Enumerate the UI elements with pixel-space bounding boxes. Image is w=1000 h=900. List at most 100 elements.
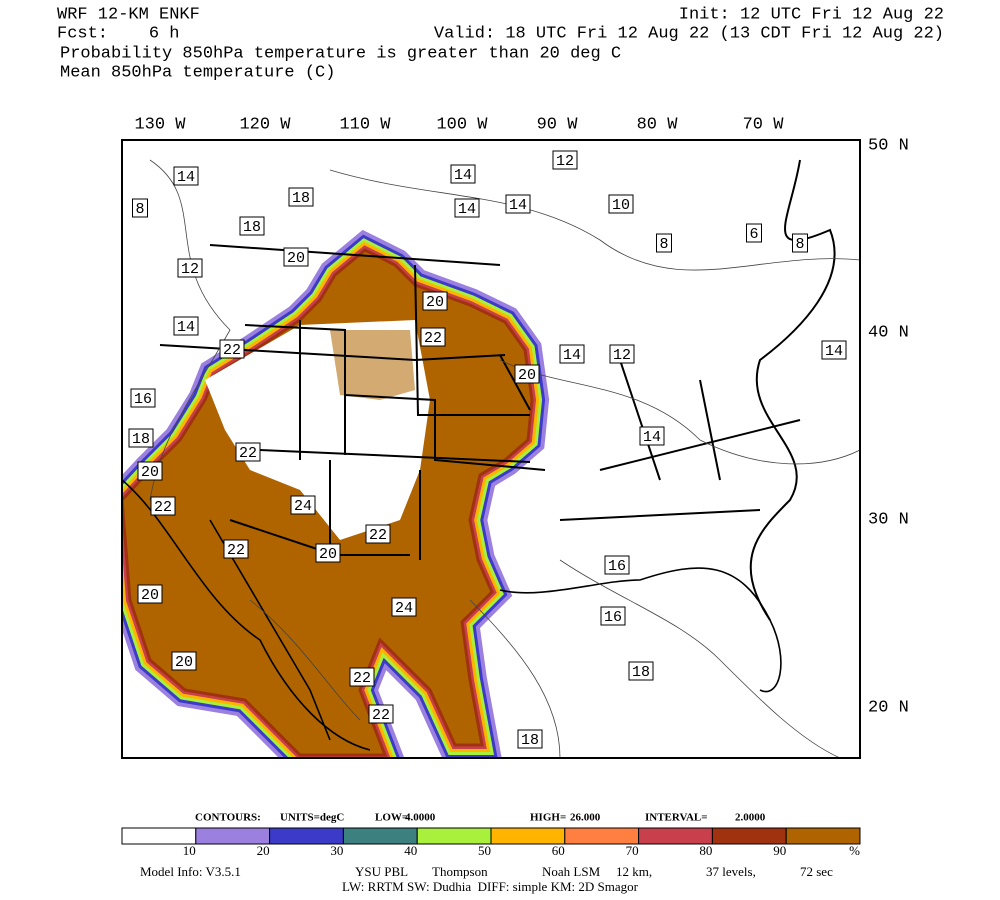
- lat-label: 40 N: [868, 323, 909, 342]
- boundaries: [122, 159, 836, 751]
- contour-label: 20: [422, 291, 448, 311]
- model-info: Model Info: V3.5.1: [140, 864, 241, 879]
- contour-label-box: [559, 344, 585, 364]
- contour-label-box: [821, 340, 847, 360]
- contour-label-box: [223, 539, 249, 559]
- colorbar-swatch: [416, 827, 492, 845]
- contour-label-text: 10: [612, 197, 630, 214]
- contour-label: 20: [514, 364, 540, 384]
- contour-label-box: [609, 344, 635, 364]
- contour-label: 12: [552, 150, 578, 170]
- field-title: Mean 850hPa temperature (C): [60, 63, 335, 82]
- contour-label-box: [239, 216, 265, 236]
- contour-label: 22: [365, 524, 391, 544]
- contour-label-text: 22: [227, 542, 245, 559]
- contour-info: 2.0000: [735, 812, 766, 824]
- forecast-hour: Fcst: 6 h: [57, 24, 179, 43]
- contour-info: 4.0000: [405, 812, 436, 824]
- contour-label: 20: [137, 584, 163, 604]
- contour-label-box: [656, 233, 672, 253]
- contour-label-text: 18: [292, 190, 310, 207]
- contour-label: 22: [368, 704, 394, 724]
- contour-label: 12: [609, 344, 635, 364]
- colorbar-swatch: [638, 827, 713, 845]
- contour-label-text: 22: [239, 445, 257, 462]
- field-title: Probability 850hPa temperature is greate…: [60, 44, 621, 63]
- colorbar-label: 10: [183, 843, 196, 858]
- contour-info: INTERVAL=: [645, 812, 708, 824]
- contour-label: 10: [608, 194, 634, 214]
- contour-label-text: 20: [426, 294, 444, 311]
- lat-label: 20 N: [868, 698, 909, 717]
- contour-label-box: [450, 164, 476, 184]
- model-title: WRF 12-KM ENKF: [57, 5, 200, 24]
- contour-label: 20: [283, 247, 309, 267]
- model-info: YSU PBL: [355, 864, 408, 879]
- colorbar-label: 70: [626, 843, 639, 858]
- contour-label-text: 22: [223, 342, 241, 359]
- probability-band: [330, 330, 415, 400]
- contour-label: 14: [450, 164, 476, 184]
- contour-label-box: [235, 442, 261, 462]
- contour-label: 18: [239, 216, 265, 236]
- contour-label-text: 12: [556, 153, 574, 170]
- contour-label: 18: [128, 428, 154, 448]
- colorbar-swatch: [342, 827, 418, 845]
- model-info: Thompson: [432, 864, 488, 879]
- contour-label-box: [454, 198, 480, 218]
- init-time: Init: 12 UTC Fri 12 Aug 22: [679, 5, 944, 24]
- contour-label-text: 14: [825, 343, 843, 360]
- colorbar-unit: %: [849, 843, 860, 858]
- lat-label: 30 N: [868, 510, 909, 529]
- contour-label-text: 20: [319, 546, 337, 563]
- map-frame: [121, 139, 861, 759]
- contour-label-text: 14: [177, 169, 195, 186]
- contour-label-text: 12: [181, 261, 199, 278]
- contour-label-text: 22: [372, 707, 390, 724]
- contour-label: 16: [130, 388, 156, 408]
- contour-label-box: [290, 495, 316, 515]
- contour-label-text: 8: [135, 201, 144, 218]
- colorbar-swatch: [121, 827, 197, 845]
- contour-label: 18: [628, 661, 654, 681]
- colorbar-swatch: [785, 827, 861, 845]
- contour-label-box: [283, 247, 309, 267]
- contour-label-box: [746, 223, 762, 243]
- contour-label-box: [792, 233, 808, 253]
- contour-label-text: 22: [424, 330, 442, 347]
- model-info: LW: RRTM SW: Dudhia DIFF: simple KM: 2D …: [342, 879, 639, 894]
- contour-lines: [149, 159, 860, 758]
- contour-label: 14: [559, 344, 585, 364]
- contour-label-text: 12: [613, 347, 631, 364]
- contour-label-box: [365, 524, 391, 544]
- contour-label: 22: [223, 539, 249, 559]
- contour-label: 24: [391, 597, 417, 617]
- contour-label-text: 14: [454, 167, 472, 184]
- lon-label: 80 W: [637, 115, 679, 134]
- contour-label-box: [219, 339, 245, 359]
- colorbar-swatch: [490, 827, 566, 845]
- model-info: 72 sec: [800, 864, 833, 879]
- contour-label: 20: [171, 651, 197, 671]
- colorbar-label: 60: [552, 843, 565, 858]
- colorbar-label: 20: [257, 843, 270, 858]
- cool-region: [122, 140, 330, 360]
- contour-label-box: [391, 597, 417, 617]
- contour-label-text: 14: [509, 197, 527, 214]
- contour-label: 14: [505, 194, 531, 214]
- contour-label-box: [130, 388, 156, 408]
- contour-info: LOW=: [375, 812, 408, 824]
- contour-label-box: [505, 194, 531, 214]
- contour-label: 22: [420, 327, 446, 347]
- contour-info: HIGH=: [530, 812, 566, 824]
- colorbar-label: 40: [404, 843, 417, 858]
- model-info: Noah LSM: [542, 864, 601, 879]
- model-info: 12 km,: [616, 864, 652, 879]
- contour-label: 24: [290, 495, 316, 515]
- contour-label-text: 18: [243, 219, 261, 236]
- contour-label: 22: [150, 496, 176, 516]
- lon-label: 90 W: [537, 115, 579, 134]
- contour-info: CONTOURS:: [195, 812, 261, 824]
- contour-label-box: [604, 555, 630, 575]
